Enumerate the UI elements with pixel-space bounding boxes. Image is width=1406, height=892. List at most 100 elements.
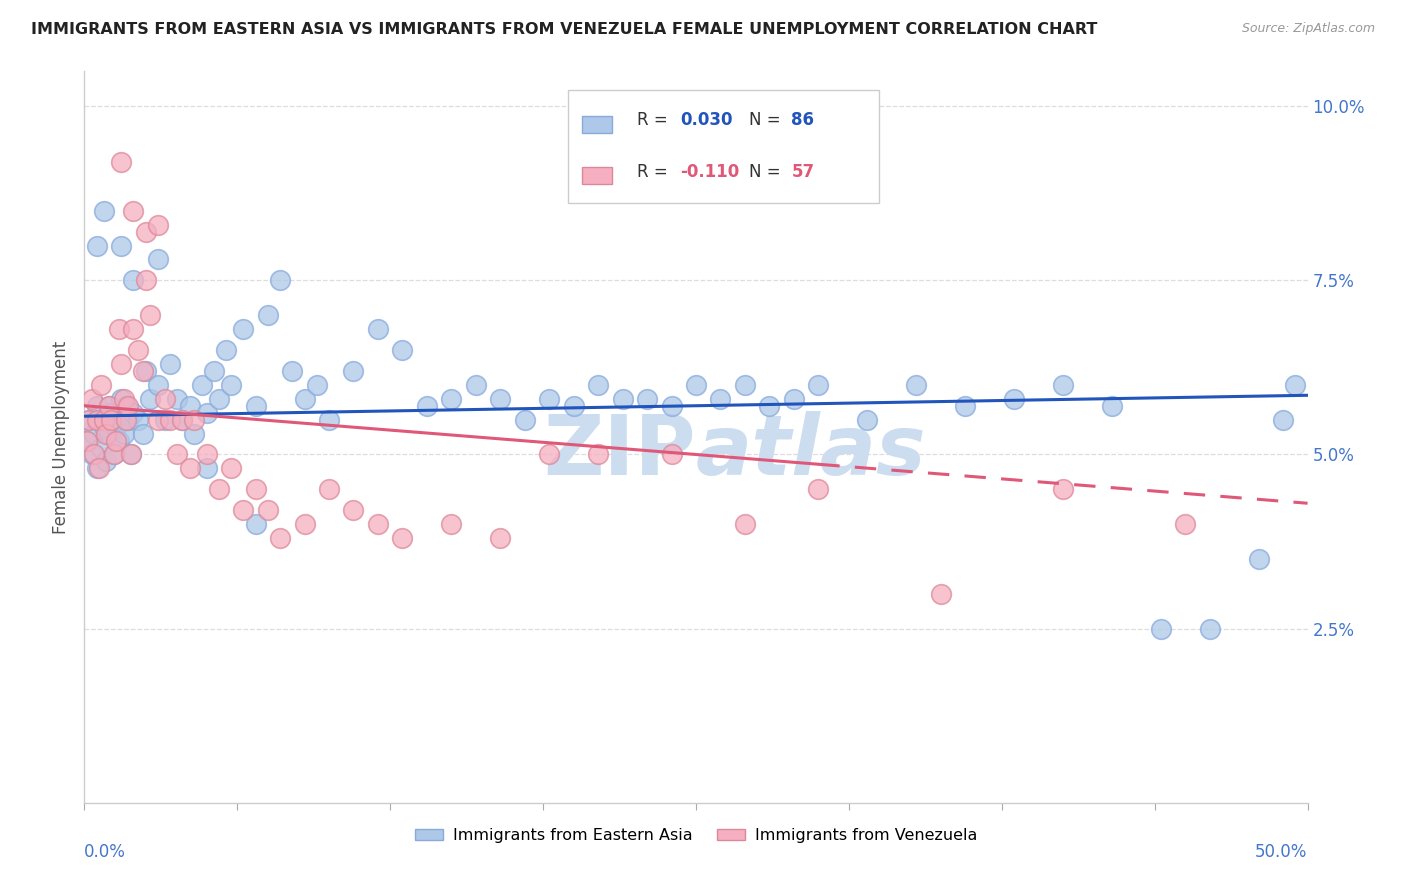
Point (905, 377, 928, 392)
Point (367, 517, 389, 532)
Point (87, 461, 110, 475)
Point (195, 461, 218, 475)
Point (1272, 412, 1295, 426)
Point (513, 412, 536, 426)
Point (294, 517, 316, 532)
Point (202, 364, 225, 378)
Point (127, 343, 149, 357)
Point (77, 412, 100, 426)
Point (77, 412, 100, 426)
Point (269, 531, 291, 545)
Point (135, 273, 157, 287)
Point (856, 412, 879, 426)
Text: 57: 57 (792, 162, 814, 180)
Point (245, 483, 267, 497)
Legend: Immigrants from Eastern Asia, Immigrants from Venezuela: Immigrants from Eastern Asia, Immigrants… (408, 822, 984, 850)
Point (93, 203, 115, 218)
Point (305, 377, 328, 392)
Point (96, 426, 118, 441)
Point (245, 517, 267, 532)
Text: IMMIGRANTS FROM EASTERN ASIA VS IMMIGRANTS FROM VENEZUELA FEMALE UNEMPLOYMENT CO: IMMIGRANTS FROM EASTERN ASIA VS IMMIGRAN… (31, 22, 1097, 37)
Point (97, 399, 120, 413)
Point (100, 406, 122, 420)
Point (215, 343, 238, 357)
Point (1002, 392, 1025, 406)
Point (342, 364, 364, 378)
FancyBboxPatch shape (582, 116, 612, 133)
Point (1052, 483, 1074, 497)
Point (146, 252, 169, 267)
Point (1150, 622, 1173, 636)
Point (83, 448, 105, 462)
Point (153, 392, 176, 406)
Point (269, 273, 291, 287)
Point (281, 364, 304, 378)
Point (100, 412, 122, 426)
Point (80, 448, 103, 462)
Point (807, 377, 830, 392)
Point (112, 426, 135, 441)
Text: ZIP: ZIP (544, 411, 696, 492)
Point (208, 392, 231, 406)
Point (93, 419, 115, 434)
Point (661, 399, 683, 413)
Point (153, 412, 176, 426)
Point (179, 399, 201, 413)
Point (1052, 377, 1074, 392)
Point (103, 448, 125, 462)
Point (122, 203, 145, 218)
Text: N =: N = (748, 112, 786, 129)
Point (391, 531, 413, 545)
Point (489, 392, 512, 406)
Point (953, 399, 976, 413)
Text: 50.0%: 50.0% (1256, 843, 1308, 861)
Text: atlas: atlas (696, 411, 927, 492)
Point (90, 441, 112, 455)
Point (440, 392, 463, 406)
Point (709, 392, 731, 406)
Point (112, 392, 135, 406)
Point (219, 377, 242, 392)
Point (1101, 399, 1123, 413)
Point (294, 392, 316, 406)
Point (1198, 622, 1220, 636)
Point (132, 364, 155, 378)
Point (115, 399, 138, 413)
Point (135, 364, 157, 378)
Point (612, 392, 634, 406)
Text: Source: ZipAtlas.com: Source: ZipAtlas.com (1241, 22, 1375, 36)
Point (636, 392, 658, 406)
Point (191, 377, 214, 392)
Point (929, 587, 952, 601)
Point (110, 392, 132, 406)
Point (195, 406, 218, 420)
Point (120, 448, 142, 462)
Point (103, 448, 125, 462)
Point (90, 377, 112, 392)
Point (685, 377, 707, 392)
Point (734, 517, 756, 532)
Point (115, 412, 138, 426)
Text: 0.0%: 0.0% (84, 843, 127, 861)
Point (86, 399, 108, 413)
Point (232, 503, 254, 517)
Point (105, 434, 128, 448)
Point (159, 357, 181, 371)
Point (110, 357, 132, 371)
Point (127, 412, 149, 426)
Point (172, 412, 194, 426)
Point (219, 461, 242, 475)
Point (110, 155, 132, 169)
Point (586, 448, 609, 462)
Point (97, 399, 120, 413)
Point (166, 392, 188, 406)
Text: N =: N = (748, 162, 786, 180)
Point (1174, 517, 1197, 532)
Point (232, 322, 254, 336)
Point (318, 483, 340, 497)
Point (807, 483, 830, 497)
Text: 0.030: 0.030 (681, 112, 733, 129)
Point (107, 434, 129, 448)
Point (734, 377, 756, 392)
Point (135, 225, 157, 239)
